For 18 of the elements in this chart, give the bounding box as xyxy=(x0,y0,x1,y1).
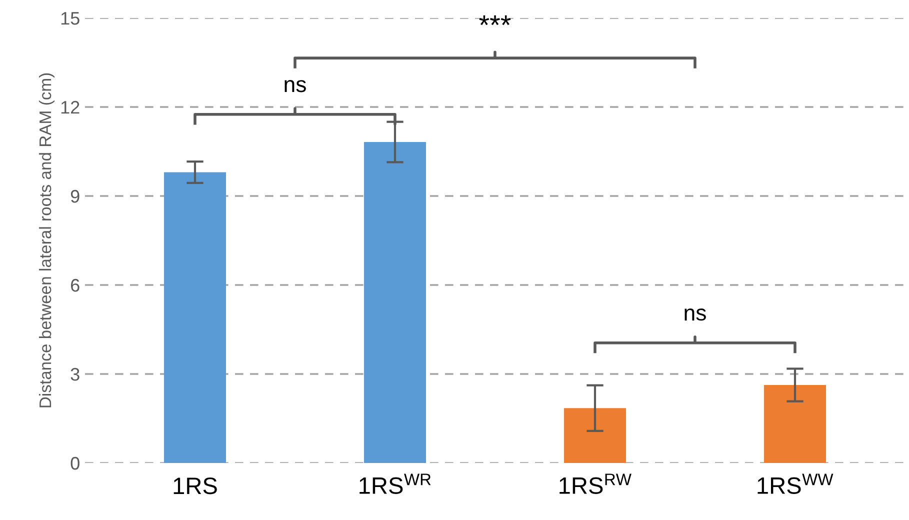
bar xyxy=(564,408,626,463)
bar xyxy=(364,142,426,463)
x-tick-label: 1RS$^{RW}$ xyxy=(560,474,632,494)
y-tick-label: 3 xyxy=(70,368,80,381)
annotation: ns xyxy=(684,308,706,321)
annotation: *** xyxy=(479,15,511,26)
annotation: ns xyxy=(284,80,306,92)
x-tick-label: 1RS xyxy=(174,478,217,494)
y-tick-label: 0 xyxy=(70,456,80,470)
y-tick-label: 9 xyxy=(70,190,80,203)
y-tick-label: 6 xyxy=(71,278,80,292)
y-tick-label: 15 xyxy=(61,12,80,25)
y-axis-title: Distance between lateral roots and RAM (cm) xyxy=(38,73,54,408)
x-tick-label: 1RS$^{WR}$ xyxy=(360,474,431,494)
y-tick-label: 12 xyxy=(61,100,80,114)
x-tick-label: 1RS$^{WW}$ xyxy=(758,474,834,494)
bar xyxy=(764,384,826,463)
bar xyxy=(164,172,226,463)
